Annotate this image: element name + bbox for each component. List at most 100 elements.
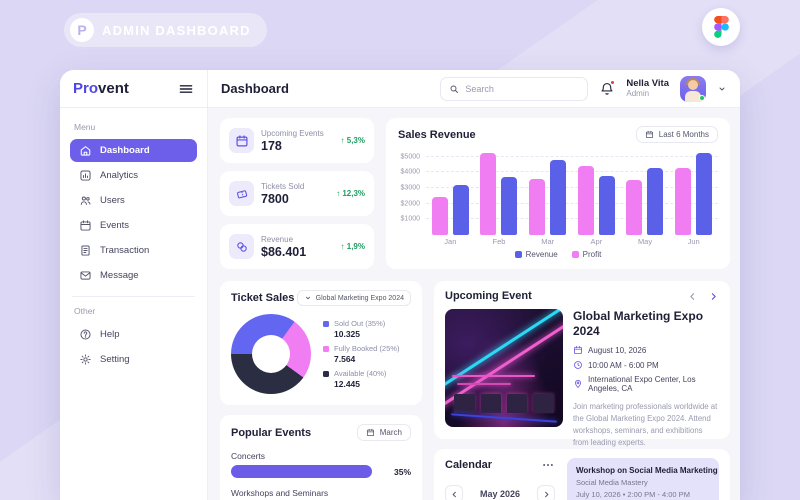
revenue-bar [501,177,518,235]
calendar-month-label: May 2026 [479,489,521,499]
clock-icon [573,360,583,370]
user-name: Nella Vita [626,77,669,89]
y-axis-tick: $4000 [400,168,420,176]
sidebar-item-message[interactable]: Message [70,264,197,287]
chart-legend: Revenue Profit [398,248,718,261]
ticket-sales-title: Ticket Sales [231,292,295,304]
y-axis-tick: $5000 [400,153,420,161]
prev-event-button[interactable] [687,291,698,302]
popular-events-list: Concerts 35% Workshops and Seminars [231,451,411,498]
revenue-bar [452,184,469,235]
chart-gridline [426,218,718,220]
stat-label: Revenue [261,234,294,244]
chevron-down-icon[interactable] [717,84,727,94]
popular-events-title: Popular Events [231,426,312,439]
figma-badge [702,8,740,46]
nav-section-label: Menu [74,122,96,132]
popular-events-card: Popular Events March Concerts 35% Workshop… [220,415,422,500]
calendar-icon [645,130,654,139]
ticket-sales-donut-chart [231,314,311,394]
popular-event-label: Workshops and Seminars [231,488,329,498]
bar-group-mar [529,149,567,235]
x-axis-label: Mar [541,237,555,246]
search-input[interactable] [465,83,580,94]
figma-icon [713,16,729,38]
calendar-icon [366,428,375,437]
chart-title: Sales Revenue [398,128,476,141]
x-axis-label: Feb [492,237,506,246]
chart-y-axis: $1000 $2000 $3000 $4000 $5000 [398,149,426,235]
help-icon [79,328,92,341]
banner-badge: P ADMIN DASHBOARD [64,13,267,47]
event-selector-dropdown[interactable]: Global Marketing Expo 2024 [296,290,411,306]
more-options-icon[interactable] [541,458,555,472]
prev-month-button[interactable] [445,485,463,500]
revenue-bar [647,167,664,235]
search-box[interactable] [440,76,589,101]
stats-column: Upcoming Events 178 ↑ 5,3% Tickets Sold 7800… [220,118,374,269]
event-detail-row: 10:00 AM - 6:00 PM [573,360,719,370]
event-image [445,309,563,427]
ticket-sales-card: Ticket Sales Global Marketing Expo 2024 … [220,281,422,405]
stat-label: Tickets Sold [261,181,305,191]
avatar[interactable] [680,75,706,102]
next-month-button[interactable] [537,485,555,500]
search-icon [449,84,459,94]
revenue-bar [550,159,567,235]
profit-bar [480,152,497,235]
home-icon [79,144,92,157]
sidebar-item-setting[interactable]: Setting [70,348,197,371]
notification-dot [610,79,616,85]
month-filter-button[interactable]: March [356,424,411,441]
upcoming-event-card: Upcoming Event [434,281,730,447]
settings-icon [79,353,92,366]
donut-legend-item: Fully Booked (25%) 7.564 [323,344,399,364]
user-role: Admin [626,89,650,99]
sidebar-item-label: Users [100,195,125,206]
brand-logo: Provent [73,80,129,97]
sidebar-item-users[interactable]: Users [70,189,197,212]
user-meta: Nella Vita Admin [626,78,669,100]
legend-item-revenue: Revenue [514,250,558,259]
message-icon [79,269,92,282]
sidebar-item-label: Setting [100,354,130,365]
y-axis-tick: $3000 [400,184,420,192]
sidebar-item-label: Events [100,220,130,231]
events-calendar-icon [79,219,92,232]
calendar-event-subtitle: Social Media Mastery [576,478,648,487]
sidebar-item-dashboard[interactable]: Dashboard [70,139,197,162]
x-axis-label: Apr [590,237,603,246]
calendar-event-item[interactable]: Workshop on Social Media Marketing Socia… [567,458,719,500]
nav-section-label: Other [74,306,96,316]
sidebar-item-events[interactable]: Events [70,214,197,237]
event-description: Join marketing professionals worldwide a… [573,402,718,448]
bar-group-feb [480,149,518,235]
sidebar-item-transaction[interactable]: Transaction [70,239,197,262]
stat-card: Revenue $86.401 ↑ 1,9% [220,224,374,269]
chart-gridline [426,202,718,204]
sidebar-divider [72,296,195,297]
sidebar-item-help[interactable]: Help [70,323,197,346]
coins-icon [229,234,254,259]
app-window: Provent Menu Dashboard Analytics Users Event… [60,70,740,500]
stat-delta: ↑ 12,3% [336,189,365,198]
popular-event-bar: 35% [231,465,411,478]
sidebar-item-analytics[interactable]: Analytics [70,164,197,187]
calendar-icon [573,345,583,355]
hamburger-menu-icon[interactable] [178,81,194,97]
profit-bar [626,179,643,235]
next-event-button[interactable] [708,291,719,302]
sidebar-item-label: Analytics [100,170,139,181]
stat-card: Tickets Sold 7800 ↑ 12,3% [220,171,374,216]
profit-bar [675,167,692,235]
notification-bell-icon[interactable] [599,79,616,97]
y-axis-tick: $2000 [400,200,420,208]
calendar-title: Calendar [445,459,493,471]
chart-plot [426,149,718,235]
period-filter-button[interactable]: Last 6 Months [635,126,718,143]
sidebar-nav: Menu Dashboard Analytics Users Events Transac… [60,108,207,383]
transaction-icon [79,244,92,257]
chart-x-axis: Jan Feb Mar Apr May Jun [426,235,718,248]
stat-delta: ↑ 5,3% [340,136,365,145]
chevron-down-icon [304,294,312,302]
